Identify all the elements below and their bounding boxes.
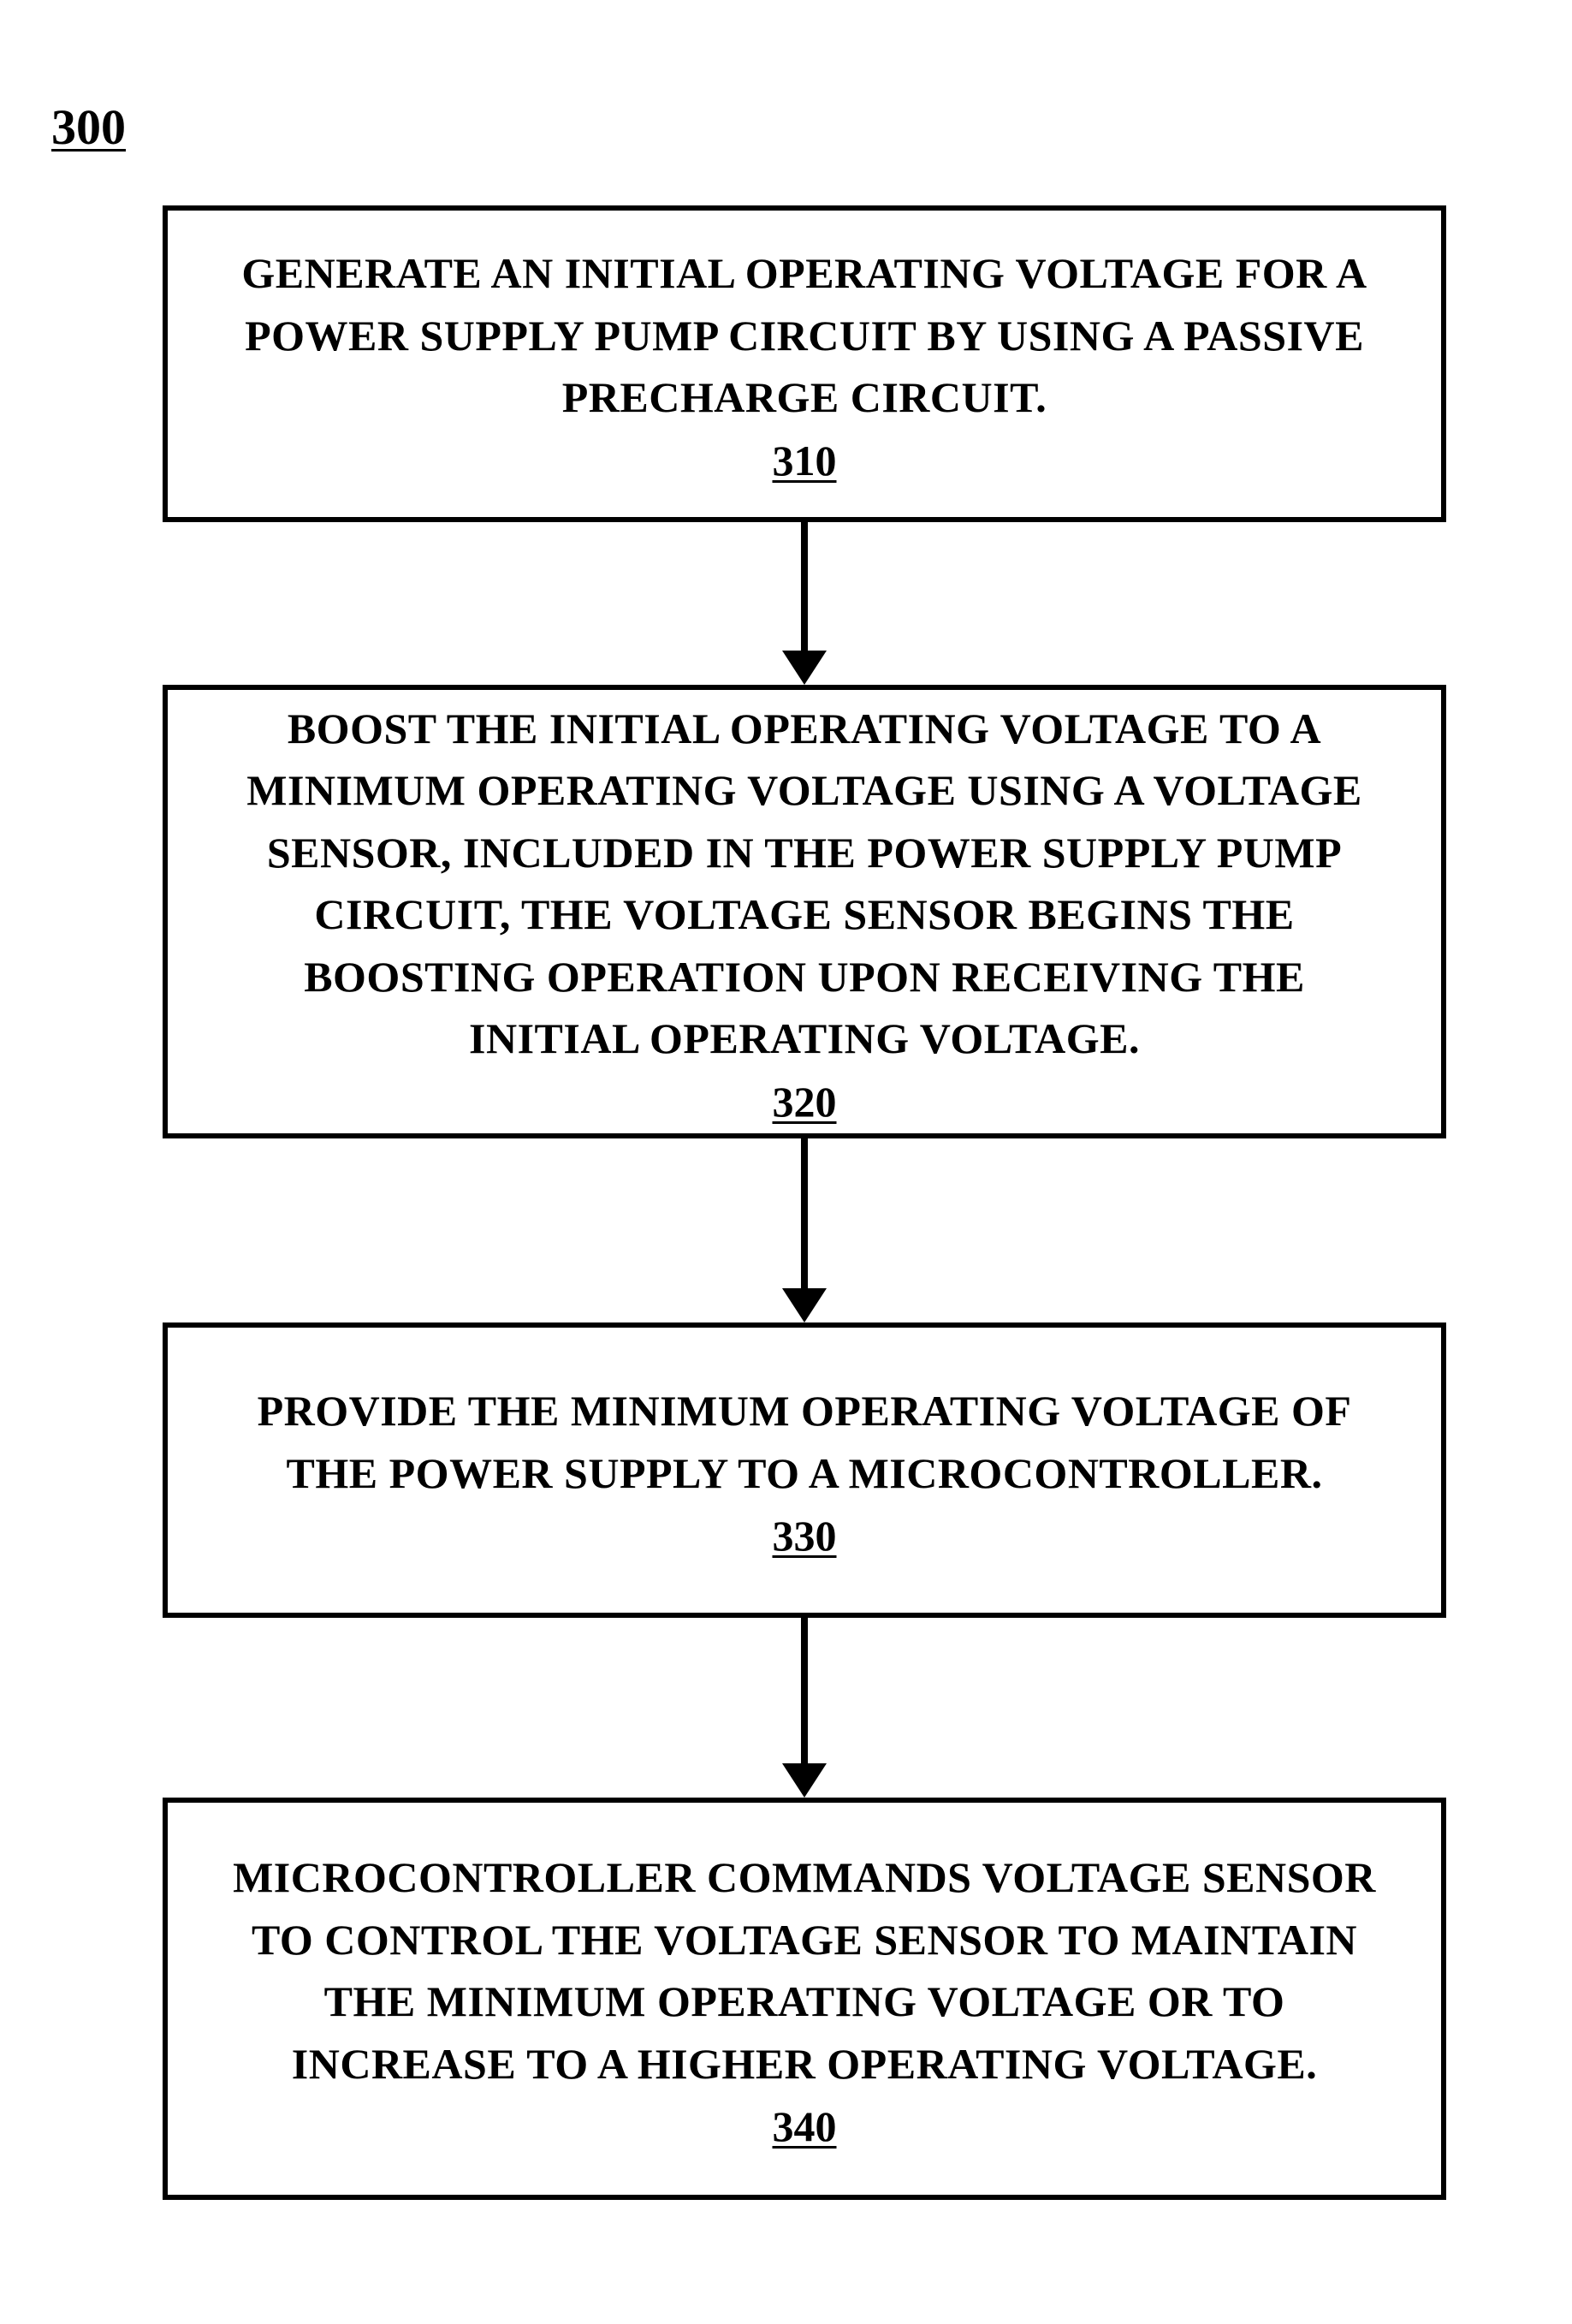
flow-step-320: BOOST THE INITIAL OPERATING VOLTAGE TO A… xyxy=(163,685,1446,1138)
arrow-head-icon xyxy=(782,1763,827,1798)
arrow-stem xyxy=(801,522,808,651)
arrow-stem xyxy=(801,1618,808,1763)
flow-step-text: BOOST THE INITIAL OPERATING VOLTAGE TO A… xyxy=(219,698,1390,1070)
flow-step-text: GENERATE AN INITIAL OPERATING VOLTAGE FO… xyxy=(219,242,1390,429)
flow-step-number: 330 xyxy=(773,1511,837,1560)
flow-step-number: 340 xyxy=(773,2101,837,2151)
arrow-head-icon xyxy=(782,651,827,685)
flow-step-text: PROVIDE THE MINIMUM OPERATING VOLTAGE OF… xyxy=(219,1380,1390,1504)
flow-step-310: GENERATE AN INITIAL OPERATING VOLTAGE FO… xyxy=(163,205,1446,522)
flow-step-number: 320 xyxy=(773,1077,837,1126)
figure-label: 300 xyxy=(51,98,126,156)
flow-step-text: MICROCONTROLLER COMMANDS VOLTAGE SENSOR … xyxy=(219,1846,1390,2095)
arrow-stem xyxy=(801,1138,808,1288)
flow-step-330: PROVIDE THE MINIMUM OPERATING VOLTAGE OF… xyxy=(163,1322,1446,1618)
flow-step-number: 310 xyxy=(773,436,837,485)
flowchart-page: 300 GENERATE AN INITIAL OPERATING VOLTAG… xyxy=(0,0,1572,2324)
arrow-head-icon xyxy=(782,1288,827,1322)
flow-step-340: MICROCONTROLLER COMMANDS VOLTAGE SENSOR … xyxy=(163,1798,1446,2200)
